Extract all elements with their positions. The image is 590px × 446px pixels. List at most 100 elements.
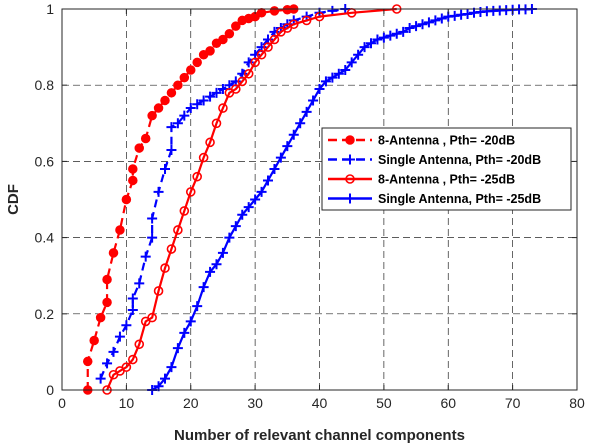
legend-marker-swatch: [345, 174, 355, 184]
data-point: [263, 175, 273, 186]
data-point: [449, 10, 460, 21]
data-point: [333, 68, 344, 79]
data-point: [205, 137, 215, 148]
data-point: [121, 194, 132, 205]
data-point: [192, 301, 203, 312]
data-point: [430, 15, 441, 26]
data-point: [231, 21, 241, 31]
data-point: [211, 118, 222, 129]
data-point: [160, 95, 170, 106]
data-point: [205, 91, 216, 102]
data-point: [340, 64, 351, 75]
legend-entry: 8-Antenna , Pth= -25dB: [328, 173, 515, 187]
data-point: [346, 57, 357, 68]
data-point: [160, 373, 170, 384]
data-point: [198, 95, 209, 106]
y-tick-label: 0.2: [35, 306, 55, 322]
data-point: [173, 80, 183, 90]
data-point: [243, 57, 254, 68]
data-point: [128, 175, 138, 186]
legend-marker-swatch: [345, 154, 355, 165]
data-point: [134, 339, 145, 350]
data-point: [250, 194, 261, 205]
data-point: [102, 358, 113, 369]
data-point: [198, 152, 209, 163]
data-point: [166, 244, 177, 254]
data-point: [166, 88, 177, 98]
y-tick-label: 0.8: [35, 77, 55, 93]
y-tick-label: 0.6: [35, 153, 55, 169]
data-point: [436, 13, 447, 24]
data-point: [173, 225, 183, 235]
data-point: [102, 274, 112, 285]
series-layer: [83, 4, 537, 395]
data-point: [185, 187, 196, 197]
data-point: [301, 106, 312, 117]
data-point: [95, 373, 106, 384]
data-point: [128, 164, 138, 174]
x-tick-label: 40: [312, 395, 328, 411]
legend-label: Single Antenna, Pth= -25dB: [378, 192, 541, 206]
data-point: [411, 21, 422, 32]
data-point: [217, 247, 228, 258]
data-point: [269, 6, 280, 16]
x-tick-label: 10: [119, 395, 135, 411]
data-point: [186, 65, 196, 75]
data-point: [192, 99, 203, 110]
data-point: [320, 76, 331, 87]
axis-ticks: 0 10 20 30 40 50 60 70 80 0 0.2 0.4 0.6 0.8 1: [35, 1, 585, 411]
data-point: [205, 46, 215, 56]
y-tick-label: 0.4: [35, 230, 55, 246]
data-point: [153, 103, 164, 113]
data-point: [153, 186, 164, 197]
data-point: [140, 133, 151, 144]
legend-marker-swatch: [345, 135, 355, 145]
data-point: [115, 225, 125, 235]
x-tick-label: 20: [183, 395, 199, 411]
data-point: [166, 144, 177, 155]
data-point: [95, 312, 106, 323]
data-point: [172, 118, 183, 129]
data-point: [121, 362, 132, 372]
x-tick-label: 70: [505, 395, 521, 411]
legend-entry: Single Antenna, Pth= -25dB: [328, 192, 541, 206]
data-point: [243, 202, 254, 213]
data-point: [166, 122, 177, 133]
data-point: [282, 141, 293, 152]
data-point: [391, 28, 402, 39]
data-point: [462, 8, 473, 19]
data-point: [224, 29, 235, 39]
data-point: [134, 143, 144, 153]
legend: 8-Antenna , Pth= -20dB Single Antenna, Pt…: [321, 127, 572, 211]
data-point: [166, 362, 177, 373]
data-point: [231, 84, 241, 94]
data-point: [128, 354, 138, 365]
legend-entry: 8-Antenna , Pth= -20dB: [328, 134, 515, 148]
data-point: [83, 356, 93, 367]
legend-entry: Single Antenna, Pth= -20dB: [328, 153, 541, 167]
data-point: [153, 286, 164, 296]
x-axis-label: Number of relevant channel components: [174, 427, 465, 444]
data-point: [89, 335, 99, 346]
data-point: [147, 232, 158, 243]
data-point: [269, 34, 280, 45]
data-point: [314, 84, 325, 95]
data-point: [140, 251, 151, 262]
legend-marker-swatch: [345, 193, 355, 204]
y-tick-label: 1: [46, 1, 54, 17]
data-point: [185, 103, 196, 114]
data-point: [179, 110, 190, 121]
data-point: [160, 263, 170, 273]
data-point: [172, 343, 183, 354]
x-tick-label: 0: [58, 395, 66, 411]
data-point: [127, 293, 138, 304]
data-point: [230, 221, 241, 232]
legend-label: Single Antenna, Pth= -20dB: [378, 153, 541, 167]
data-point: [256, 49, 267, 60]
data-point: [378, 32, 389, 43]
x-tick-label: 80: [569, 395, 585, 411]
data-point: [218, 34, 228, 45]
data-point: [366, 38, 376, 49]
data-point: [250, 57, 260, 68]
